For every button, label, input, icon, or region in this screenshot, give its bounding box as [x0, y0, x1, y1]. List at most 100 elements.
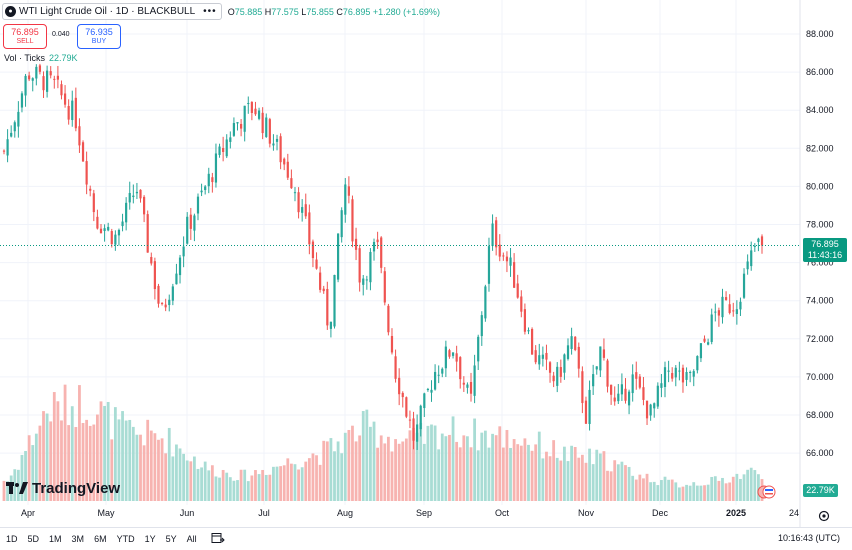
volume-bar [289, 463, 293, 501]
volume-bar [38, 425, 42, 501]
range-5y[interactable]: 5Y [165, 534, 177, 544]
volume-bar [602, 451, 606, 501]
volume-bar [78, 385, 81, 501]
high-value: 77.575 [271, 6, 299, 17]
volume-bar [2, 480, 6, 501]
range-1y[interactable]: 1Y [144, 534, 156, 544]
candle-body [214, 153, 218, 183]
candle-body [556, 366, 559, 386]
candle-body [663, 367, 667, 387]
volume-bar [724, 483, 728, 501]
candle-body [250, 101, 253, 113]
x-tick-label: 2025 [726, 508, 746, 518]
range-1d[interactable]: 1D [6, 534, 18, 544]
candle-body [757, 238, 760, 242]
candle-body [49, 71, 52, 76]
clock[interactable]: 10:16:43 (UTC) [777, 533, 840, 543]
volume-bar [336, 441, 340, 501]
range-ytd[interactable]: YTD [116, 534, 135, 544]
volume-bar [584, 462, 588, 501]
candle-body [520, 296, 523, 312]
volume-bar [178, 448, 182, 501]
candle-body [534, 350, 537, 363]
candle-body [635, 372, 638, 379]
volume-bar [354, 441, 358, 501]
candle-body [487, 246, 491, 284]
y-tick-label: 72.000 [806, 334, 834, 344]
candle-body [135, 191, 139, 194]
range-1m[interactable]: 1M [49, 534, 62, 544]
candle-body [502, 255, 505, 257]
more-icon[interactable]: ••• [203, 6, 217, 17]
x-tick-label: Jun [180, 508, 195, 518]
price-axis[interactable]: 88.000 86.000 84.000 82.000 80.000 78.000 76.0… [806, 29, 834, 458]
volume-bar [106, 401, 110, 501]
candle-body [685, 372, 688, 380]
candle-body [459, 357, 462, 380]
candle-body [196, 196, 200, 214]
range-all[interactable]: All [186, 534, 197, 544]
candle-body [279, 136, 282, 163]
volume-bar [685, 484, 688, 501]
candle-body [60, 84, 63, 96]
volume-bar [347, 429, 351, 501]
candle-body [186, 216, 189, 244]
time-axis[interactable]: Apr May Jun Jul Aug Sep Oct Nov Dec 2025 24 [21, 508, 799, 518]
candle-body [85, 161, 88, 185]
candle-body [347, 186, 350, 196]
volume-bar [591, 464, 595, 501]
volume-bar [541, 458, 545, 501]
candle-body [92, 193, 95, 213]
volume-label: Vol · Ticks [4, 53, 46, 63]
volume-bar [419, 422, 423, 501]
low-key: L [301, 6, 307, 17]
volume-bar [634, 479, 638, 501]
candle-body [232, 123, 236, 136]
sell-button[interactable]: 76.895 SELL [3, 24, 47, 49]
candle-body [268, 119, 271, 144]
tradingview-logo[interactable]: TradingView [6, 480, 120, 497]
goto-date-icon[interactable] [211, 532, 225, 546]
volume-bar [361, 411, 365, 501]
range-6m[interactable]: 6M [94, 534, 107, 544]
volume-legend[interactable]: Vol · Ticks 22.79K [4, 53, 78, 63]
candle-body [642, 387, 645, 400]
volume-bar [221, 469, 225, 501]
volume-bar [631, 475, 635, 501]
candle-body [74, 97, 77, 129]
candle-body [53, 78, 56, 80]
volume-bar [588, 448, 591, 501]
candle-body [89, 188, 92, 191]
volume-bar [721, 477, 724, 501]
volume-bar [160, 438, 164, 501]
volume-bar [573, 446, 577, 501]
volume-bar [469, 447, 473, 501]
candle-body [222, 147, 225, 152]
volume-bar [548, 456, 552, 501]
volume-bar [232, 480, 236, 501]
candle-body [369, 251, 372, 283]
range-5d[interactable]: 5D [27, 534, 40, 544]
range-3m[interactable]: 3M [71, 534, 85, 544]
volume-bar [552, 440, 556, 501]
candle-body [236, 122, 239, 124]
volume-bar [167, 427, 171, 501]
volume-bar [706, 484, 710, 501]
volume-bar [516, 444, 520, 501]
candle-body [157, 285, 160, 304]
candle-body [383, 271, 386, 303]
buy-button[interactable]: 76.935 BUY [77, 24, 121, 49]
settings-icon[interactable] [818, 509, 830, 527]
volume-bar [340, 453, 344, 501]
symbol-selector[interactable]: ● WTI Light Crude Oil · 1D · BLACKBULL •… [2, 3, 222, 20]
volume-bar [110, 439, 114, 501]
volume-bar [735, 473, 739, 501]
flag-icon[interactable] [757, 485, 779, 504]
bar-countdown: 11:43:16 [807, 250, 843, 260]
candle-body [610, 384, 613, 395]
volume-bar [491, 433, 494, 501]
volume-bar [6, 481, 9, 501]
candle-body [750, 250, 753, 267]
volume-bar [430, 424, 433, 501]
